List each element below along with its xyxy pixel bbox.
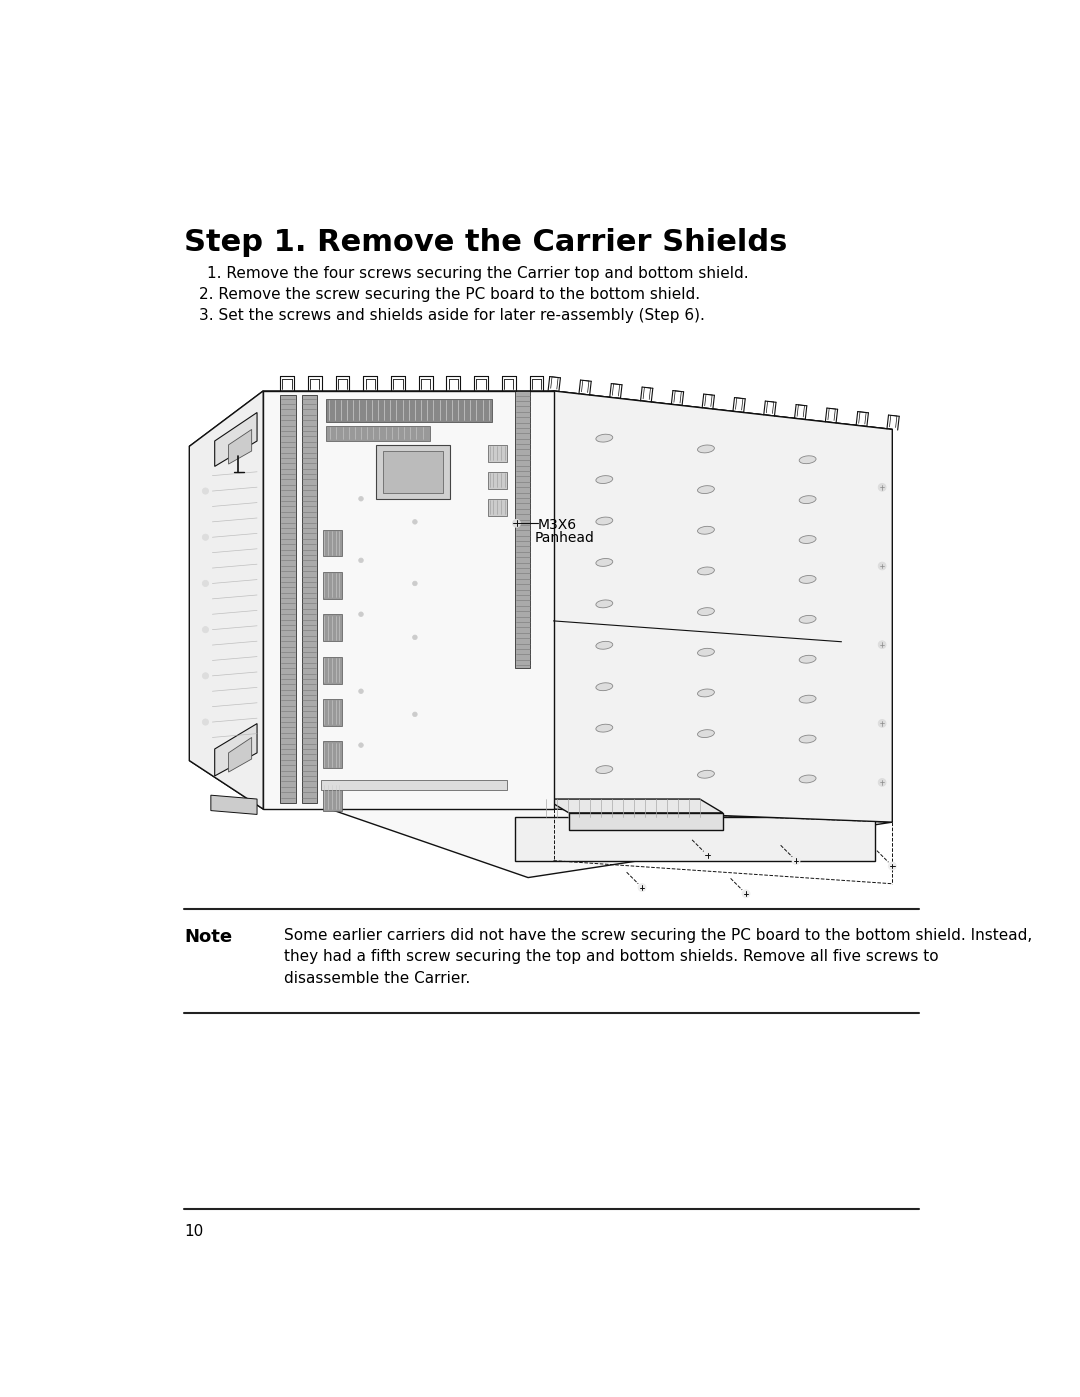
Ellipse shape <box>596 724 612 732</box>
Polygon shape <box>323 657 341 683</box>
Polygon shape <box>377 444 449 499</box>
Text: M3X6: M3X6 <box>538 518 577 532</box>
Text: Some earlier carriers did not have the screw securing the PC board to the bottom: Some earlier carriers did not have the s… <box>284 928 1032 986</box>
Polygon shape <box>321 780 508 789</box>
Polygon shape <box>323 742 341 768</box>
Circle shape <box>359 496 363 502</box>
Ellipse shape <box>596 517 612 525</box>
Ellipse shape <box>799 696 816 703</box>
Circle shape <box>202 673 208 679</box>
Ellipse shape <box>799 655 816 664</box>
Circle shape <box>202 627 208 633</box>
Circle shape <box>878 641 886 648</box>
Ellipse shape <box>799 455 816 464</box>
Circle shape <box>202 534 208 541</box>
Text: Step 1. Remove the Carrier Shields: Step 1. Remove the Carrier Shields <box>184 228 787 257</box>
Polygon shape <box>189 391 264 809</box>
Ellipse shape <box>596 559 612 566</box>
Ellipse shape <box>698 446 714 453</box>
Ellipse shape <box>596 599 612 608</box>
Ellipse shape <box>799 616 816 623</box>
Ellipse shape <box>799 496 816 503</box>
Ellipse shape <box>596 434 612 441</box>
Polygon shape <box>554 391 892 823</box>
Ellipse shape <box>799 576 816 584</box>
Polygon shape <box>515 817 876 861</box>
Text: 2. Remove the screw securing the PC board to the bottom shield.: 2. Remove the screw securing the PC boar… <box>200 286 701 302</box>
Circle shape <box>513 520 521 527</box>
Ellipse shape <box>698 689 714 697</box>
Polygon shape <box>229 429 252 464</box>
Circle shape <box>878 778 886 787</box>
Circle shape <box>202 580 208 587</box>
Polygon shape <box>189 391 892 485</box>
Ellipse shape <box>698 770 714 778</box>
Circle shape <box>742 890 750 898</box>
Polygon shape <box>301 395 318 803</box>
Polygon shape <box>215 412 257 467</box>
Polygon shape <box>323 615 341 641</box>
Ellipse shape <box>698 527 714 534</box>
Polygon shape <box>280 395 296 803</box>
Circle shape <box>704 851 712 859</box>
Ellipse shape <box>596 641 612 650</box>
Circle shape <box>878 562 886 570</box>
Polygon shape <box>323 571 341 599</box>
Ellipse shape <box>799 535 816 543</box>
Circle shape <box>359 557 363 563</box>
Polygon shape <box>323 784 341 810</box>
Polygon shape <box>515 391 530 668</box>
Ellipse shape <box>799 735 816 743</box>
Polygon shape <box>545 799 723 813</box>
Circle shape <box>202 488 208 495</box>
Circle shape <box>359 689 363 693</box>
Ellipse shape <box>698 486 714 493</box>
Circle shape <box>359 612 363 616</box>
Circle shape <box>793 856 800 865</box>
Polygon shape <box>264 391 554 809</box>
Circle shape <box>878 719 886 728</box>
Circle shape <box>638 884 646 891</box>
Polygon shape <box>488 499 508 515</box>
Text: 3. Set the screws and shields aside for later re-assembly (Step 6).: 3. Set the screws and shields aside for … <box>200 307 705 323</box>
Text: Panhead: Panhead <box>535 531 595 545</box>
Polygon shape <box>215 724 257 775</box>
Ellipse shape <box>596 475 612 483</box>
Polygon shape <box>323 698 341 726</box>
Polygon shape <box>211 795 257 814</box>
Polygon shape <box>323 529 341 556</box>
Circle shape <box>878 483 886 492</box>
Circle shape <box>413 712 417 717</box>
Text: 1. Remove the four screws securing the Carrier top and bottom shield.: 1. Remove the four screws securing the C… <box>207 267 748 281</box>
Circle shape <box>889 862 896 870</box>
Circle shape <box>413 581 417 585</box>
Polygon shape <box>189 391 892 485</box>
Polygon shape <box>488 444 508 462</box>
Text: Note: Note <box>184 928 232 946</box>
Ellipse shape <box>596 683 612 690</box>
Circle shape <box>359 743 363 747</box>
Polygon shape <box>326 426 430 441</box>
Polygon shape <box>488 472 508 489</box>
Polygon shape <box>229 738 252 773</box>
Ellipse shape <box>596 766 612 774</box>
Circle shape <box>413 520 417 524</box>
Circle shape <box>413 636 417 640</box>
Ellipse shape <box>698 729 714 738</box>
Ellipse shape <box>799 775 816 782</box>
Polygon shape <box>326 398 491 422</box>
Ellipse shape <box>698 648 714 657</box>
Polygon shape <box>382 451 444 493</box>
Text: 10: 10 <box>184 1224 203 1239</box>
Ellipse shape <box>698 608 714 616</box>
Circle shape <box>202 719 208 725</box>
Ellipse shape <box>698 567 714 574</box>
Polygon shape <box>569 813 723 830</box>
Polygon shape <box>189 760 892 877</box>
